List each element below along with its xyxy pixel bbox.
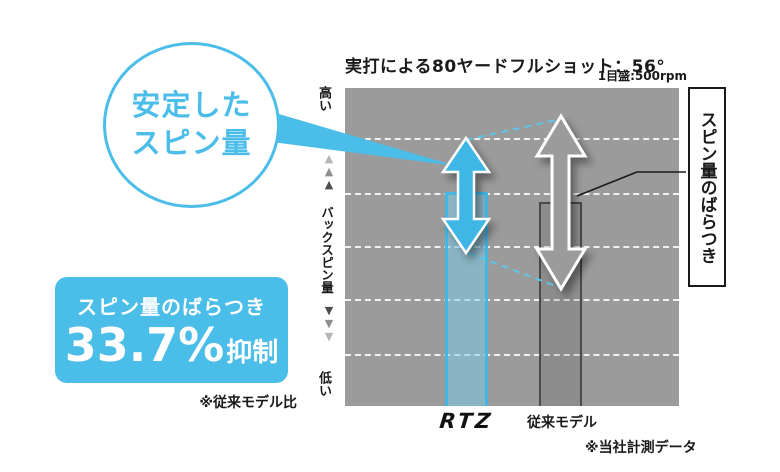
gridline (345, 354, 679, 356)
callout-bubble: 安定した スピン量 (103, 42, 280, 208)
bubble-line-2: スピン量 (131, 126, 252, 160)
stat-box: スピン量のばらつき 33.7% 抑制 (55, 277, 288, 383)
x-label-conventional: 従来モデル (527, 415, 597, 431)
side-box-label: スピン量のばらつき (696, 110, 717, 264)
bubble-line-1: 安定した (131, 88, 252, 123)
down-triangle-icon: ▼ (324, 317, 334, 330)
up-triangle-icon: ▲ (324, 178, 334, 191)
bar-conventional (539, 202, 582, 406)
y-axis-high-label: 高い (316, 86, 331, 112)
up-triangle-icon: ▲ (324, 165, 334, 178)
y-axis-down-arrows: ▼ ▼ ▼ (318, 304, 340, 343)
chart-plot-area (345, 88, 679, 406)
stat-footnote: ※従来モデル比 (199, 395, 297, 411)
rtz-logo: RTZ (438, 409, 495, 433)
scale-note: 1目盛:500rpm (597, 69, 687, 83)
y-axis-label: バックスピン量 (319, 206, 334, 294)
y-axis-low-label: 低い (316, 371, 331, 397)
gridline (345, 246, 679, 248)
stat-box-value-row: 33.7% 抑制 (65, 322, 279, 369)
stat-value: 33.7% (64, 318, 225, 372)
down-triangle-icon: ▼ (324, 330, 334, 343)
chart-title: 実打による80ヤードフルショット：56° (345, 57, 666, 77)
stat-box-label: スピン量のばらつき (77, 295, 266, 319)
side-box: スピン量のばらつき (688, 87, 726, 287)
y-axis-up-arrows: ▲ ▲ ▲ (318, 152, 340, 191)
gridline (345, 138, 679, 140)
source-note: ※当社計測データ (585, 440, 697, 456)
stat-suffix: 抑制 (226, 338, 279, 368)
bar-rtz (445, 192, 488, 406)
gridline (345, 193, 679, 195)
up-triangle-icon: ▲ (324, 152, 334, 165)
gridline (345, 299, 679, 301)
down-triangle-icon: ▼ (324, 304, 334, 317)
